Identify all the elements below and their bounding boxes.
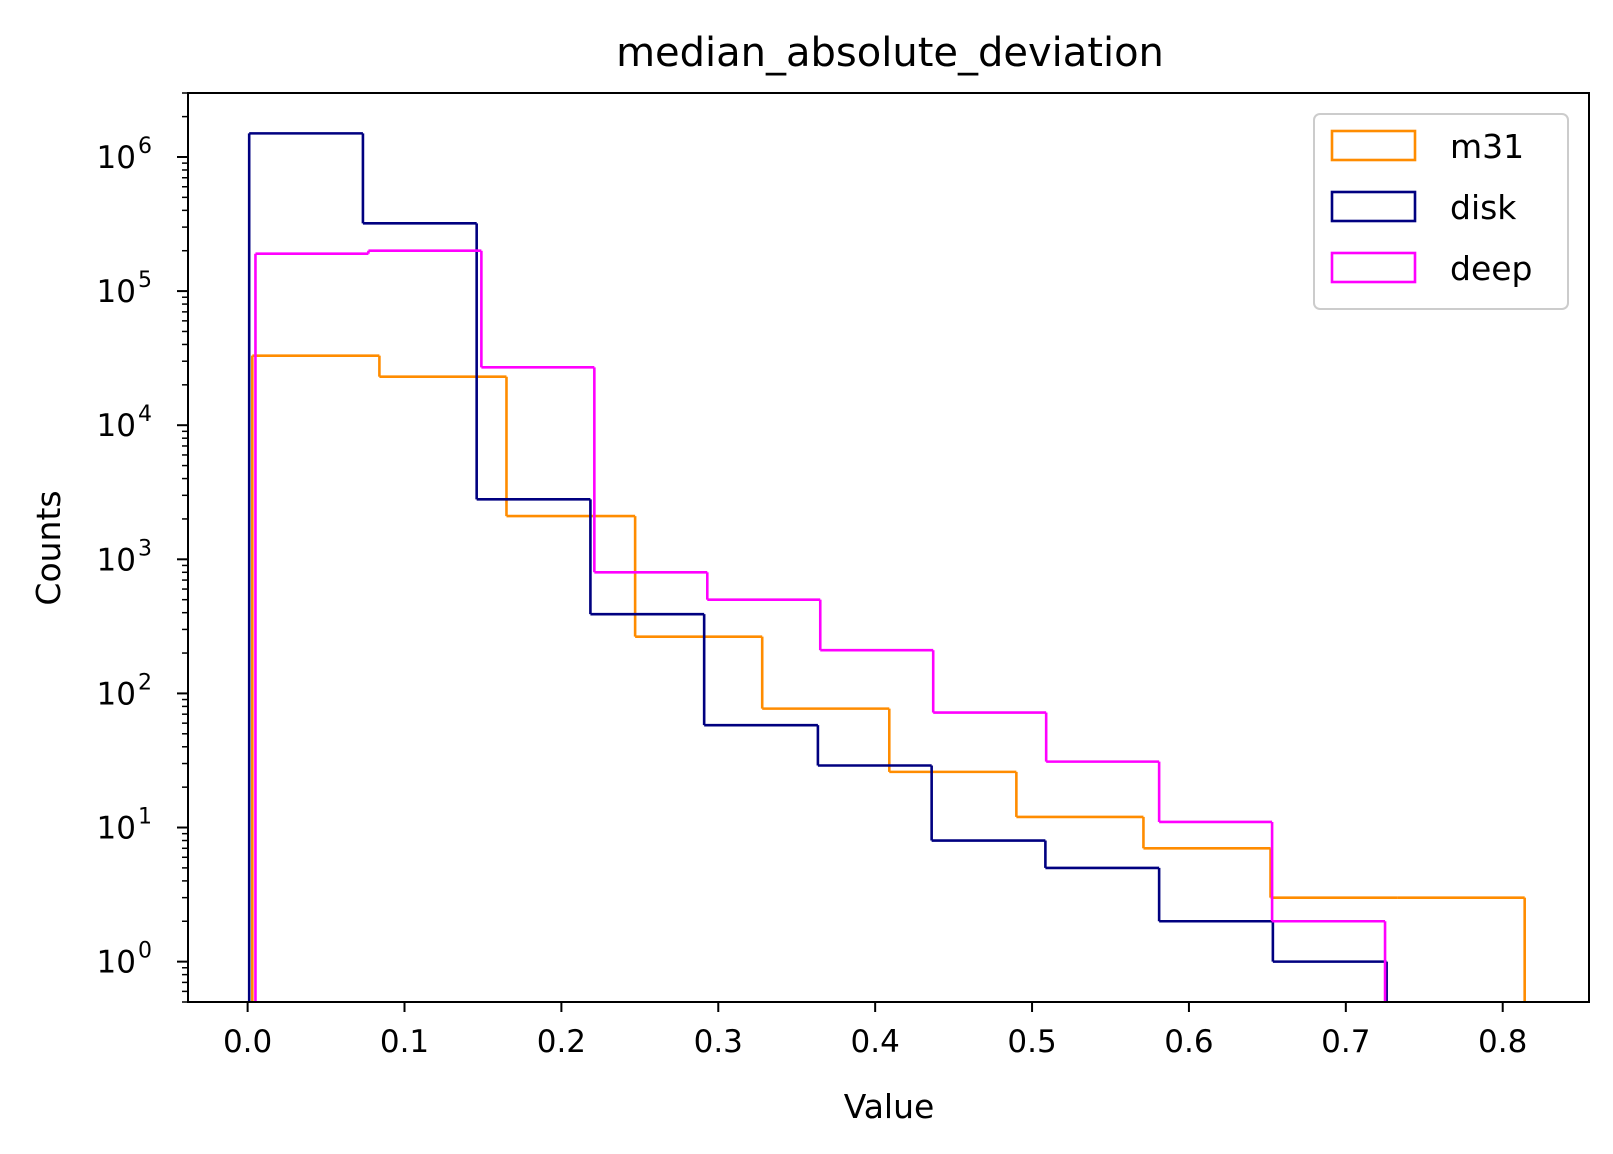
legend-label-m31: m31 bbox=[1450, 127, 1524, 166]
legend-swatch-disk bbox=[1330, 190, 1417, 223]
x-tick-label: 0.0 bbox=[223, 1024, 272, 1060]
x-tick-label: 0.2 bbox=[537, 1024, 586, 1060]
x-axis-ticks: 0.0 0.1 0.2 0.3 0.4 0.5 0.6 0.7 0.8 bbox=[223, 1002, 1527, 1060]
y-tick-exponent: 0 bbox=[138, 939, 152, 964]
y-tick-exponent: 5 bbox=[138, 268, 152, 293]
y-axis-label: Counts bbox=[29, 490, 68, 605]
x-axis-label: Value bbox=[844, 1087, 935, 1126]
y-tick-label: 10 bbox=[97, 408, 136, 444]
series-m31 bbox=[251, 354, 1526, 1002]
x-tick-label: 0.4 bbox=[851, 1024, 900, 1060]
y-tick-exponent: 1 bbox=[138, 805, 152, 830]
x-tick-label: 0.1 bbox=[380, 1024, 429, 1060]
legend-swatch-m31 bbox=[1330, 129, 1417, 162]
x-tick-label: 0.3 bbox=[694, 1024, 743, 1060]
y-tick-label: 10 bbox=[97, 676, 136, 712]
x-tick-label: 0.5 bbox=[1007, 1024, 1056, 1060]
x-tick-label: 0.8 bbox=[1478, 1024, 1527, 1060]
x-tick-label: 0.6 bbox=[1164, 1024, 1213, 1060]
y-tick-label: 10 bbox=[97, 140, 136, 176]
series-layer bbox=[247, 132, 1526, 1002]
y-tick-exponent: 6 bbox=[138, 134, 152, 159]
legend-label-disk: disk bbox=[1450, 188, 1517, 227]
legend-label-deep: deep bbox=[1450, 249, 1533, 288]
y-tick-exponent: 3 bbox=[138, 536, 152, 561]
series-deep bbox=[254, 249, 1387, 1002]
y-tick-label: 10 bbox=[97, 811, 136, 847]
legend-swatch-deep bbox=[1330, 251, 1417, 284]
legend-frame bbox=[1313, 113, 1569, 310]
x-tick-label: 0.7 bbox=[1321, 1024, 1370, 1060]
legend: m31 disk deep bbox=[1313, 113, 1569, 310]
y-tick-exponent: 4 bbox=[138, 402, 152, 427]
y-tick-label: 10 bbox=[97, 274, 136, 310]
plot-frame bbox=[187, 92, 1590, 1003]
chart-title: median_absolute_deviation bbox=[616, 30, 1164, 76]
y-tick-exponent: 2 bbox=[138, 670, 152, 695]
series-disk bbox=[247, 132, 1388, 1002]
y-tick-label: 10 bbox=[97, 945, 136, 981]
y-tick-label: 10 bbox=[97, 542, 136, 578]
